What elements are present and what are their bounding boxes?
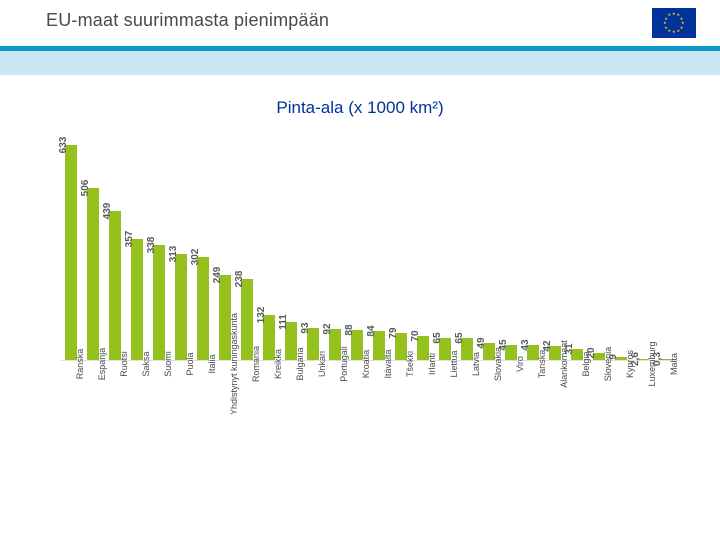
- eu-star-icon: ★: [663, 21, 667, 25]
- eu-star-icon: ★: [664, 26, 668, 30]
- bar-slot: 31Belgia: [566, 140, 588, 360]
- page-title: EU-maat suurimmasta pienimpään: [46, 10, 329, 31]
- eu-star-icon: ★: [668, 29, 672, 33]
- bar-value-label: 92: [322, 323, 335, 334]
- bar-slot: 42Alankomaat: [544, 140, 566, 360]
- bar-slot: 49Slovakia: [478, 140, 500, 360]
- bar-value-label: 42: [542, 340, 555, 351]
- eu-stars: ★★★★★★★★★★★★: [663, 12, 685, 34]
- bar-value-label: 9: [608, 354, 621, 360]
- bar-slot: 2,6Luxemburg: [632, 140, 654, 360]
- bar-value-label: 65: [432, 332, 445, 343]
- bar-slot: 43Tanska: [522, 140, 544, 360]
- eu-flag-icon: ★★★★★★★★★★★★: [652, 8, 696, 38]
- bar-slot: 249Yhdistynyt kuningaskunta: [214, 140, 236, 360]
- bar-slot: 111Bulgaria: [280, 140, 302, 360]
- bar-value-label: 357: [124, 230, 137, 247]
- bar-slot: 439Ruotsi: [104, 140, 126, 360]
- bar-slot: 65Latvia: [456, 140, 478, 360]
- bar-slot: 9Kypros: [610, 140, 632, 360]
- bar-value-label: 31: [564, 344, 577, 355]
- bar-value-label: 45: [498, 339, 511, 350]
- bar: 338: [153, 245, 165, 360]
- bar-value-label: 238: [234, 271, 247, 288]
- eu-star-icon: ★: [668, 13, 672, 17]
- bar: 506: [87, 188, 99, 360]
- bar-slot: 302Italia: [192, 140, 214, 360]
- bar-value-label: 0,3: [652, 352, 665, 366]
- bar-value-label: 439: [102, 203, 115, 220]
- bar-slot: 313Puola: [170, 140, 192, 360]
- bar-slot: 93Unkari: [302, 140, 324, 360]
- bar-value-label: 65: [454, 332, 467, 343]
- eu-star-icon: ★: [677, 29, 681, 33]
- bar-slot: 45Viro: [500, 140, 522, 360]
- bar-slot: 357Saksa: [126, 140, 148, 360]
- bar-value-label: 302: [190, 249, 203, 266]
- bar-value-label: 633: [58, 137, 71, 154]
- bar-value-label: 338: [146, 237, 159, 254]
- bar-value-label: 84: [366, 326, 379, 337]
- bar: 439: [109, 211, 121, 360]
- bar-value-label: 93: [300, 323, 313, 334]
- bar-slot: 65Liettua: [434, 140, 456, 360]
- bar-value-label: 2,6: [630, 352, 643, 366]
- bar-value-label: 49: [476, 338, 489, 349]
- bar-value-label: 111: [278, 315, 291, 331]
- bar-slot: 84Itävalta: [368, 140, 390, 360]
- slide: EU-maat suurimmasta pienimpään ★★★★★★★★★…: [0, 0, 720, 540]
- bar-value-label: 70: [410, 331, 423, 342]
- bar-value-label: 132: [256, 307, 269, 324]
- eu-star-icon: ★: [680, 26, 684, 30]
- chart-subtitle: Pinta-ala (x 1000 km²): [0, 98, 720, 118]
- bar-value-label: 88: [344, 325, 357, 336]
- bar-value-label: 43: [520, 340, 533, 351]
- bar-slot: 633Ranska: [60, 140, 82, 360]
- chart-bars: 633Ranska506Espanja439Ruotsi357Saksa338S…: [60, 140, 680, 360]
- bar-slot: 88Kroatia: [346, 140, 368, 360]
- bar-slot: 132Kreikka: [258, 140, 280, 360]
- bar: 357: [131, 239, 143, 360]
- bar: 633: [65, 145, 77, 360]
- eu-star-icon: ★: [672, 30, 676, 34]
- bar-value-label: 20: [586, 348, 599, 359]
- bar: 313: [175, 254, 187, 360]
- bar-value-label: 506: [80, 180, 93, 197]
- bar-value-label: 313: [168, 245, 181, 262]
- eu-star-icon: ★: [672, 12, 676, 16]
- bar-value-label: 79: [388, 328, 401, 339]
- bar-slot: 238Romania: [236, 140, 258, 360]
- bar-slot: 506Espanja: [82, 140, 104, 360]
- bar: 302: [197, 257, 209, 360]
- accent-band: [0, 51, 720, 75]
- bar-slot: 338Suomi: [148, 140, 170, 360]
- bar-slot: 0,3Malta: [654, 140, 676, 360]
- bar-value-label: 249: [212, 267, 225, 284]
- bar-category-label: Malta: [665, 353, 679, 375]
- bar-chart: 633Ranska506Espanja439Ruotsi357Saksa338S…: [60, 140, 680, 510]
- bar-slot: 79Tšekki: [390, 140, 412, 360]
- bar-slot: 70Irlanti: [412, 140, 434, 360]
- bar-slot: 20Slovenia: [588, 140, 610, 360]
- bar-slot: 92Portugali: [324, 140, 346, 360]
